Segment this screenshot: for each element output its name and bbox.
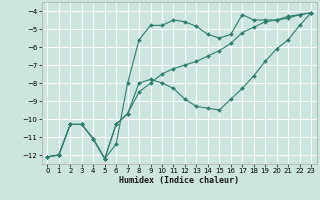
X-axis label: Humidex (Indice chaleur): Humidex (Indice chaleur) [119,176,239,185]
